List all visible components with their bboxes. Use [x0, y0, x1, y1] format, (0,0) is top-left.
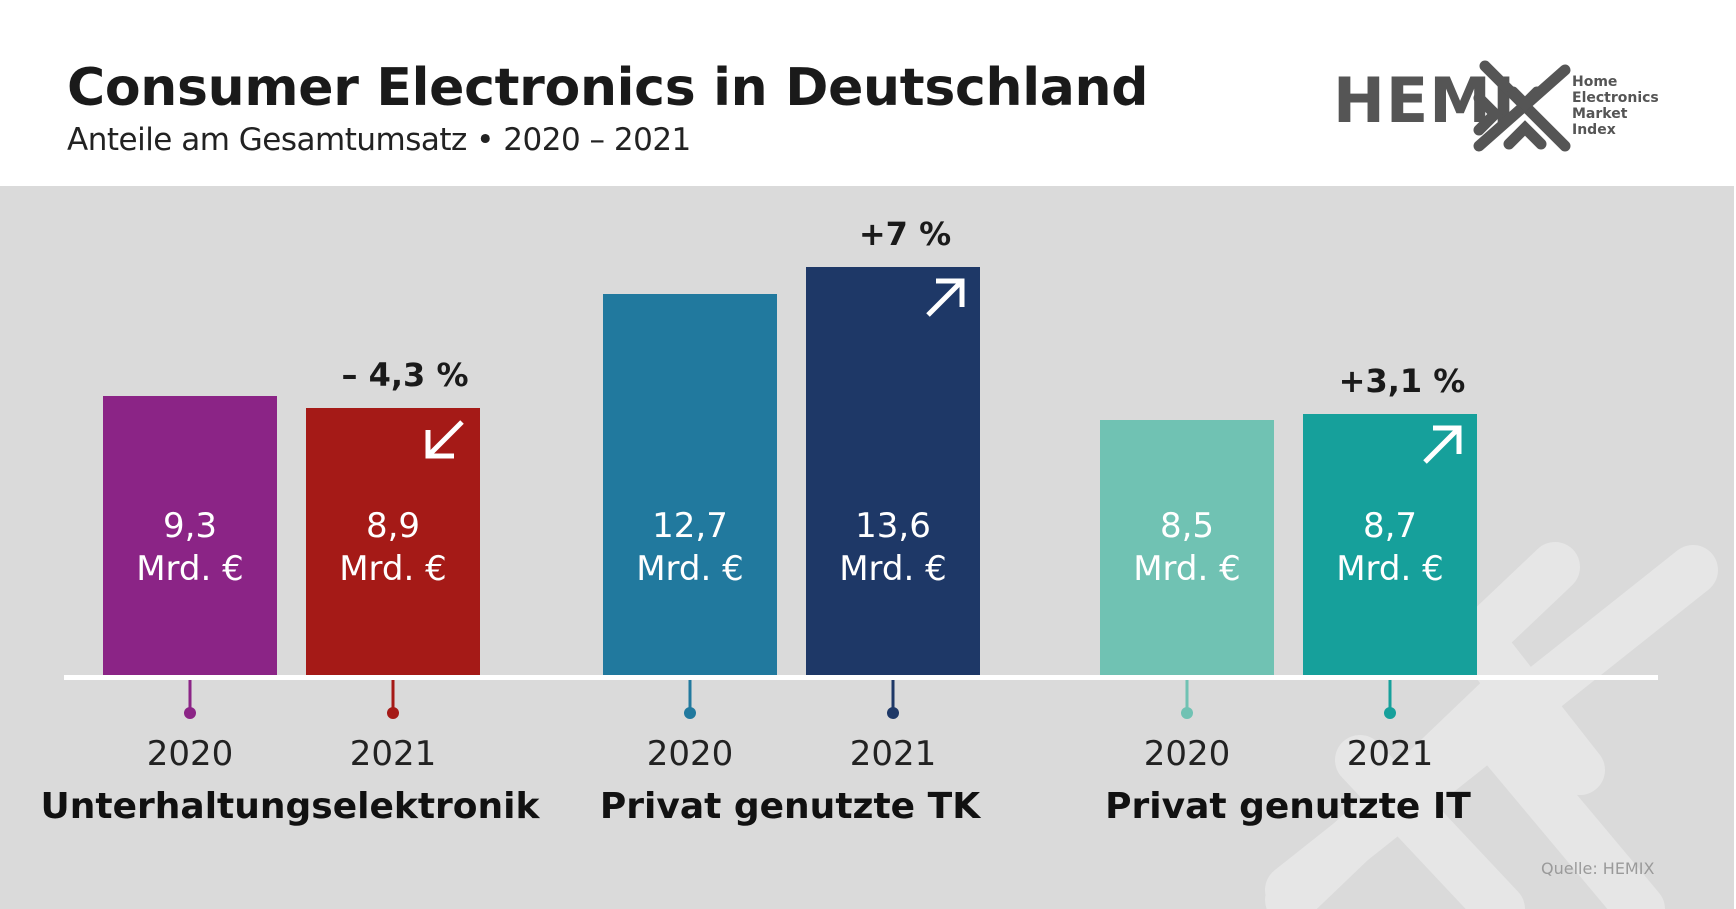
arrow-down-left-icon	[425, 420, 464, 459]
category-label: Privat genutzte TK	[600, 786, 981, 827]
logo-subtitle: Home Electronics Market Index	[1572, 74, 1670, 138]
bar-unit-label: Mrd. €	[136, 549, 244, 589]
bar-unit-label: Mrd. €	[339, 549, 447, 589]
year-dot	[684, 707, 696, 719]
bar-value-label: 9,3	[163, 506, 217, 546]
header: Consumer Electronics in Deutschland Ante…	[0, 0, 1736, 186]
year-tick	[688, 680, 692, 712]
watermark-x-icon	[1265, 542, 1718, 909]
bar-unterhaltungselektronik-2020	[103, 396, 277, 675]
source-note: Quelle: HEMIX	[1541, 859, 1655, 878]
year-label: 2020	[147, 734, 234, 774]
bar-value-label: 8,9	[366, 506, 420, 546]
bar-unterhaltungselektronik-2021	[306, 408, 480, 675]
bar-privat-genutzte-it-2020	[1100, 420, 1274, 675]
right-border	[1734, 0, 1736, 909]
bar-value-label: 13,6	[855, 506, 931, 546]
bar-value-label: 12,7	[652, 506, 728, 546]
category-label: Privat genutzte IT	[1105, 786, 1471, 827]
year-label: 2021	[850, 734, 937, 774]
year-dot	[887, 707, 899, 719]
baseline-axis	[64, 675, 1658, 680]
change-label: – 4,3 %	[341, 356, 468, 394]
bar-privat-genutzte-tk-2021	[806, 267, 980, 675]
bar-value-label: 8,5	[1160, 506, 1214, 546]
year-dot	[387, 707, 399, 719]
hemix-x-mark-icon	[1473, 60, 1571, 152]
year-tick	[391, 680, 395, 712]
logo-sub-line: Home	[1572, 74, 1618, 90]
year-tick	[891, 680, 895, 712]
bar-unit-label: Mrd. €	[636, 549, 744, 589]
category-label: Unterhaltungselektronik	[41, 786, 541, 827]
year-label: 2021	[1347, 734, 1434, 774]
page-title: Consumer Electronics in Deutschland	[67, 58, 1149, 118]
hemix-logo: HEMI Home Electronics Market Index	[1330, 58, 1670, 158]
change-label: +7 %	[859, 215, 951, 253]
bar-value-label: 8,7	[1363, 506, 1417, 546]
arrow-up-right-icon	[1423, 425, 1462, 464]
year-dot	[1181, 707, 1193, 719]
arrow-up-right-icon	[926, 278, 965, 317]
change-label: +3,1 %	[1339, 362, 1466, 400]
logo-sub-line: Market Index	[1572, 106, 1628, 138]
year-dot	[1384, 707, 1396, 719]
bar-unit-label: Mrd. €	[839, 549, 947, 589]
year-tick	[1185, 680, 1189, 712]
year-label: 2020	[647, 734, 734, 774]
year-dot	[184, 707, 196, 719]
bar-privat-genutzte-it-2021	[1303, 414, 1477, 675]
page-subtitle: Anteile am Gesamtumsatz • 2020 – 2021	[67, 122, 691, 158]
bar-unit-label: Mrd. €	[1133, 549, 1241, 589]
year-tick	[1388, 680, 1392, 712]
bar-privat-genutzte-tk-2020	[603, 294, 777, 675]
year-label: 2020	[1144, 734, 1231, 774]
logo-sub-line: Electronics	[1572, 90, 1659, 106]
year-tick	[188, 680, 192, 712]
bar-unit-label: Mrd. €	[1336, 549, 1444, 589]
year-label: 2021	[350, 734, 437, 774]
